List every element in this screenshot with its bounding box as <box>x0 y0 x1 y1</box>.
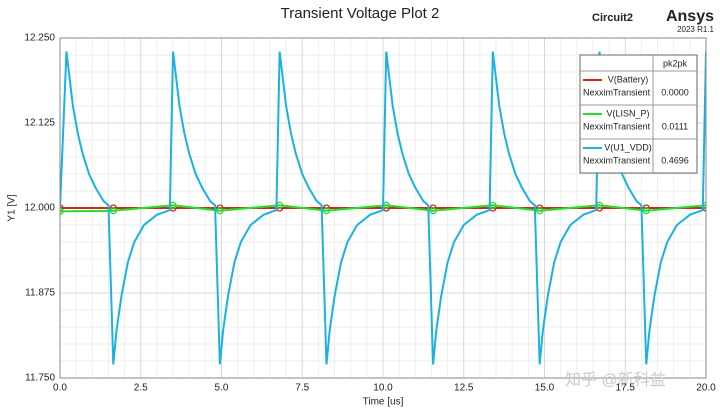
x-tick-label: 20.0 <box>696 383 716 394</box>
legend-solution: NexximTransient <box>583 121 651 131</box>
series-marker <box>322 207 331 215</box>
x-tick-label: 12.5 <box>454 383 474 394</box>
x-tick-label: 5.0 <box>215 383 229 394</box>
x-tick-label: 15.0 <box>535 383 555 394</box>
x-tick-label: 2.5 <box>134 383 148 394</box>
series-marker <box>60 204 64 212</box>
brand-version: 2023 R1.1 <box>677 25 714 34</box>
y-tick-label: 12.250 <box>24 33 55 44</box>
legend-pk2pk: 0.0111 <box>662 121 688 131</box>
series-marker <box>536 207 544 215</box>
y-tick-label: 12.000 <box>24 203 55 214</box>
x-tick-label: 7.5 <box>295 383 309 394</box>
legend-pk2pk: 0.0000 <box>661 87 689 97</box>
series-marker <box>60 207 64 216</box>
brand-name: Ansys <box>666 8 714 25</box>
x-tick-label: 17.5 <box>616 383 636 394</box>
legend-label: V(LISN_P) <box>606 108 649 118</box>
y-axis-label: Y1 [V] <box>7 194 18 221</box>
plot-frame <box>59 37 707 379</box>
y-tick-label: 12.125 <box>24 118 55 129</box>
y-tick-label: 11.875 <box>25 288 55 299</box>
legend-solution: NexximTransient <box>583 87 651 97</box>
series-marker <box>216 207 224 215</box>
series-marker <box>429 207 437 215</box>
x-tick-label: 0.0 <box>53 383 67 394</box>
x-axis-label: Time [us] <box>363 397 404 408</box>
legend-label: V(Battery) <box>608 74 649 84</box>
chart-title: Transient Voltage Plot 2 <box>281 5 440 22</box>
x-tick-label: 10.0 <box>373 383 393 394</box>
y-tick-label: 11.750 <box>25 373 55 384</box>
legend-label: V(U1_VDD) <box>604 142 652 152</box>
legend: pk2pk V(Battery) NexximTransient 0.0000 V(LI… <box>579 54 698 174</box>
design-name: Circuit2 <box>592 12 633 24</box>
legend-solution: NexximTransient <box>583 155 651 165</box>
legend-pk2pk: 0.4696 <box>661 155 689 165</box>
series-marker <box>642 207 650 215</box>
series-line <box>60 204 706 213</box>
legend-header: pk2pk <box>663 58 688 68</box>
watermark: 知乎 @新科益 <box>565 371 666 389</box>
series-marker <box>109 207 117 215</box>
